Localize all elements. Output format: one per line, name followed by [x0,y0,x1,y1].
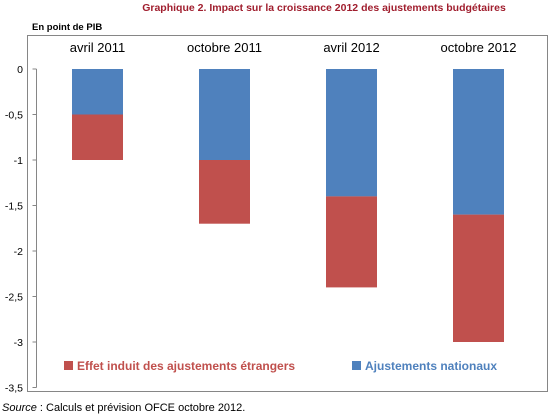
bar-series-1-category-2 [326,196,377,288]
y-tick-label: -2,5 [5,292,23,304]
bar-series [72,69,504,342]
y-axis-label: En point de PIB [32,22,102,33]
y-axis: 0 -0,5 -1 -1,5 -2 -2,5 -3 -3,5 [5,64,37,395]
category-label: avril 2012 [323,40,379,55]
source-label: Source [2,402,37,414]
legend-label: Ajustements nationaux [365,359,497,373]
bar-series-1-category-0 [72,114,123,160]
y-tick-label: -2 [14,246,23,258]
bar-series-1-category-3 [453,214,504,342]
bar-series-0-category-2 [326,69,377,197]
bar-series-0-category-3 [453,69,504,215]
category-label: avril 2011 [70,40,125,55]
legend-swatch [352,361,361,370]
legend-swatch [64,361,73,370]
y-tick-label: -1,5 [5,201,23,213]
y-tick-label: -1 [14,155,23,167]
legend-label: Effet induit des ajustements étrangers [77,359,295,373]
category-label: octobre 2012 [441,40,517,55]
bar-series-0-category-0 [72,69,123,115]
category-label: octobre 2011 [187,40,262,55]
bar-series-1-category-1 [199,160,250,224]
chart-title: Graphique 2. Impact sur la croissance 20… [142,2,506,14]
y-tick-label: 0 [17,64,23,76]
bar-series-0-category-1 [199,69,250,160]
source-note: Source : Calculs et prévision OFCE octob… [2,402,245,414]
category-labels: avril 2011 octobre 2011 avril 2012 octobre … [70,40,517,55]
y-tick-label: -3 [14,337,23,349]
y-tick-label: -0,5 [5,110,23,122]
source-text: : Calculs et prévision OFCE octobre 2012… [37,402,245,414]
y-tick-label: -3,5 [5,383,23,395]
legend: Effet induit des ajustements étrangers Aj… [64,359,497,373]
